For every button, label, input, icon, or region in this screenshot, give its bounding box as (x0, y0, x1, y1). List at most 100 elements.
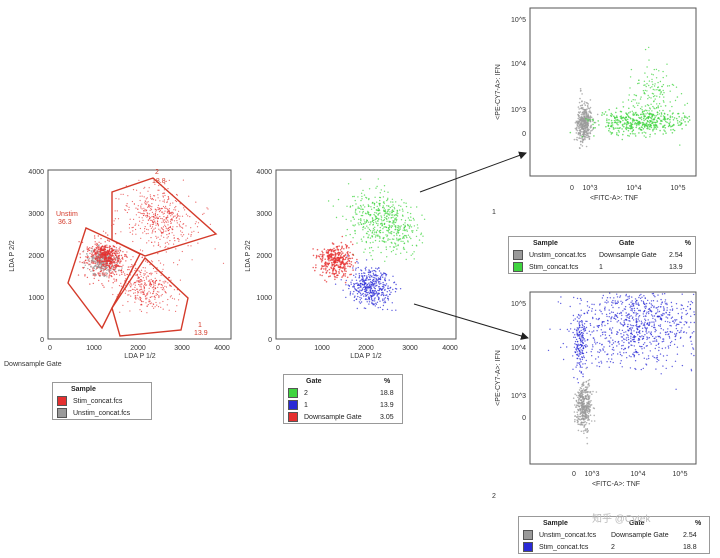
event-dot-stim-gate-1 (651, 92, 654, 95)
event-dot-stim-gate-1 (649, 116, 652, 119)
event-dot-unstim (582, 396, 585, 399)
event-dot-gate-2 (416, 206, 418, 208)
gate-2-polygon[interactable] (111, 177, 218, 257)
event-dot-gate-1 (378, 282, 380, 284)
event-dot-downsample (319, 274, 321, 276)
event-dot-stim (131, 284, 133, 286)
event-dot-gate-2 (359, 204, 362, 207)
event-dot-stim (167, 282, 169, 284)
event-dot-stim-gate-1 (675, 86, 678, 88)
event-dot-unstim (580, 119, 582, 121)
event-dot-stim (166, 237, 168, 239)
event-dot-stim-gate-2 (611, 316, 613, 318)
event-dot-stim (108, 265, 111, 268)
event-dot-unstim (587, 396, 590, 398)
event-dot-gate-1 (379, 300, 381, 302)
event-dot-stim-gate-1 (688, 115, 690, 118)
event-dot-stim (125, 204, 127, 207)
event-dot-stim-gate-1 (608, 129, 610, 132)
event-dot-gate-2 (368, 234, 370, 236)
event-dot-unstim (583, 381, 585, 384)
event-dot-gate-2 (359, 222, 362, 224)
event-dot-gate-1 (362, 275, 364, 278)
event-dot-gate-2 (354, 232, 356, 235)
event-dot-stim-gate-1 (653, 118, 656, 120)
event-dot-downsample (334, 278, 336, 281)
event-dot-stim (178, 223, 180, 225)
event-dot-stim-gate-2 (641, 322, 643, 324)
event-dot-unstim (578, 147, 581, 149)
event-dot-stim-gate-2 (627, 296, 629, 298)
event-dot-stim-gate-2 (664, 293, 666, 295)
gate-1-polygon[interactable] (111, 256, 189, 337)
event-dot-unstim (583, 390, 586, 392)
event-dot-stim-gate-1 (635, 124, 638, 127)
event-dot-stim (113, 220, 115, 222)
event-dot-stim (115, 278, 118, 281)
event-dot-gate-2 (380, 216, 383, 218)
event-dot-stim-gate-2 (665, 367, 667, 370)
event-dot-gate-2 (387, 217, 390, 219)
event-dot-gate-1 (382, 283, 384, 286)
event-dot-downsample (324, 261, 327, 263)
event-dot-stim-gate-2 (627, 314, 629, 316)
event-dot-downsample (334, 257, 336, 260)
event-dot-gate-1 (389, 293, 391, 296)
event-dot-stim (98, 253, 101, 255)
event-dot-stim (114, 250, 117, 253)
event-dot-stim (137, 270, 139, 272)
event-dot-stim (146, 202, 148, 204)
event-dot-stim (154, 227, 156, 229)
event-dot-stim-gate-2 (593, 337, 595, 339)
event-dot-stim-gate-1 (651, 120, 653, 122)
event-dot-unstim (582, 131, 584, 133)
event-dot-gate-1 (356, 293, 359, 295)
event-dot-stim (114, 266, 116, 269)
event-dot-downsample (324, 263, 327, 266)
event-dot-gate-1 (355, 282, 357, 285)
event-dot-stim-gate-2 (671, 308, 674, 310)
event-dot-unstim (593, 420, 596, 422)
event-dot-gate-1 (386, 297, 389, 299)
event-dot-stim (113, 260, 116, 262)
event-dot-stim (194, 223, 196, 225)
event-dot-stim-gate-2 (612, 342, 615, 344)
event-dot-downsample (315, 254, 318, 257)
event-dot-gate-2 (399, 209, 401, 211)
event-dot-gate-2 (392, 201, 394, 203)
event-dot-stim-gate-2 (665, 333, 667, 336)
event-dot-stim (181, 250, 183, 253)
event-dot-gate-2 (369, 224, 371, 226)
event-dot-gate-2 (360, 208, 362, 210)
event-dot-unstim (581, 389, 584, 392)
event-dot-gate-2 (383, 236, 385, 239)
event-dot-stim-gate-2 (607, 322, 609, 325)
event-dot-stim-gate-1 (658, 89, 660, 92)
event-dot-stim (106, 262, 108, 265)
event-dot-downsample (344, 254, 346, 257)
event-dot-gate-1 (388, 279, 390, 281)
event-dot-stim (94, 241, 96, 243)
event-dot-gate-2 (401, 208, 404, 210)
event-dot-stim (145, 233, 147, 235)
event-dot-gate-2 (379, 212, 381, 214)
event-dot-stim-gate-1 (651, 122, 653, 125)
event-dot-stim (152, 292, 154, 294)
event-dot-stim (162, 287, 165, 289)
event-dot-downsample (333, 259, 335, 262)
event-dot-stim (111, 249, 114, 252)
event-dot-gate-2 (388, 232, 390, 234)
event-dot-gate-2 (392, 204, 394, 206)
event-dot-gate-1 (360, 279, 362, 282)
event-dot-stim-gate-1 (628, 107, 630, 110)
event-dot-stim-gate-2 (574, 340, 577, 343)
event-dot-gate-2 (394, 218, 397, 220)
event-dot-stim-gate-2 (690, 321, 692, 324)
event-dot-stim-gate-2 (688, 326, 690, 328)
event-dot-gate-2 (369, 230, 372, 232)
event-dot-unstim (584, 412, 587, 414)
event-dot-stim-gate-2 (612, 299, 614, 302)
event-dot-gate-2 (395, 233, 398, 235)
event-dot-stim-gate-1 (637, 104, 639, 107)
event-dot-gate-2 (342, 215, 344, 217)
